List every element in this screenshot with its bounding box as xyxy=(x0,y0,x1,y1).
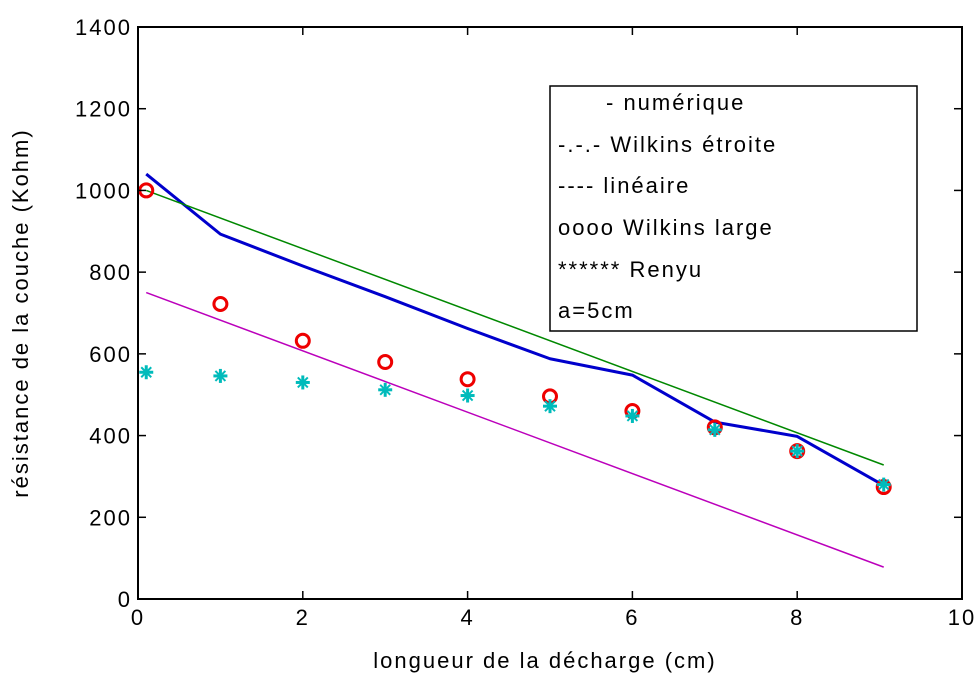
star-marker xyxy=(295,375,310,390)
y-tick-label: 1000 xyxy=(75,178,132,203)
series-line-0 xyxy=(145,172,885,487)
y-tick-label: 1200 xyxy=(75,97,132,122)
y-tick-label: 0 xyxy=(118,587,132,612)
star-marker xyxy=(139,365,154,380)
y-tick-label: 200 xyxy=(89,505,132,530)
legend-entry-wilkins-large: oooo Wilkins large xyxy=(558,215,774,240)
legend: - numérique -.-.- Wilkins étroite ---- l… xyxy=(549,85,918,332)
x-tick-label: 8 xyxy=(790,605,804,630)
x-tick-label: 10 xyxy=(948,605,976,630)
circle-marker xyxy=(212,296,229,313)
star-marker xyxy=(876,477,891,492)
series-line-2 xyxy=(145,291,884,568)
legend-entry-lineaire: ---- linéaire xyxy=(558,173,690,198)
x-axis-label: longueur de la décharge (cm) xyxy=(373,648,716,673)
plot-marks xyxy=(138,172,892,568)
star-marker xyxy=(790,444,805,459)
star-marker xyxy=(543,399,557,414)
y-tick-label: 400 xyxy=(89,424,132,449)
y-tick-label: 600 xyxy=(89,342,132,367)
x-tick-label: 0 xyxy=(131,605,145,630)
legend-box xyxy=(549,85,918,332)
series-line-1 xyxy=(145,189,884,466)
legend-entry-parameter: a=5cm xyxy=(558,298,635,323)
axis-ticks: 0 2 4 6 8 10 0 200 400 600 800 1000 1200 1400 xyxy=(75,15,976,630)
plot-frame xyxy=(137,26,963,600)
legend-entry-numerique: - numérique xyxy=(606,90,745,115)
y-axis-label: résistance de la couche (Kohm) xyxy=(8,128,33,497)
star-marker xyxy=(213,368,228,383)
star-marker xyxy=(378,382,393,397)
y-tick-label: 800 xyxy=(89,260,132,285)
y-tick-label: 1400 xyxy=(75,15,132,40)
star-marker xyxy=(625,408,640,423)
x-tick-label: 4 xyxy=(460,605,474,630)
star-marker xyxy=(460,388,475,403)
x-tick-label: 6 xyxy=(625,605,639,630)
legend-entry-wilkins-etroite: -.-.- Wilkins étroite xyxy=(558,132,777,157)
star-marker xyxy=(707,422,722,437)
circle-marker xyxy=(377,354,394,371)
legend-entry-renyu: ****** Renyu xyxy=(558,257,703,282)
x-tick-label: 2 xyxy=(296,605,310,630)
circle-marker xyxy=(459,371,476,388)
circle-marker xyxy=(294,332,311,349)
